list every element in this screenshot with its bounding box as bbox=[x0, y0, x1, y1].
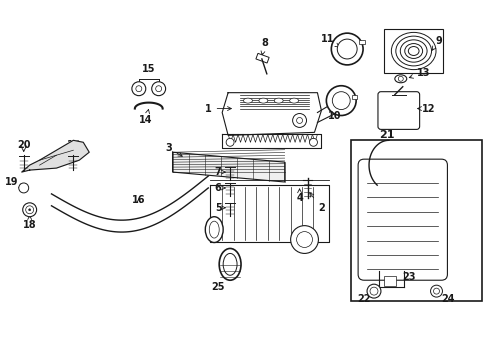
Bar bbox=[358, 40, 365, 44]
FancyBboxPatch shape bbox=[357, 159, 447, 280]
Polygon shape bbox=[210, 185, 328, 242]
Circle shape bbox=[29, 209, 31, 211]
Text: 13: 13 bbox=[408, 68, 429, 78]
Text: 2: 2 bbox=[309, 193, 324, 213]
Text: 9: 9 bbox=[431, 36, 441, 50]
Text: 25: 25 bbox=[211, 274, 227, 292]
Text: 7: 7 bbox=[214, 167, 225, 177]
Circle shape bbox=[366, 284, 380, 298]
Circle shape bbox=[296, 117, 302, 123]
Circle shape bbox=[398, 76, 403, 81]
Text: 6: 6 bbox=[214, 183, 225, 193]
Polygon shape bbox=[21, 140, 89, 172]
Ellipse shape bbox=[394, 75, 406, 83]
Text: 1: 1 bbox=[204, 104, 231, 113]
Circle shape bbox=[225, 138, 234, 146]
Circle shape bbox=[290, 226, 318, 253]
Polygon shape bbox=[172, 152, 284, 182]
Circle shape bbox=[309, 138, 317, 146]
Circle shape bbox=[292, 113, 306, 127]
Circle shape bbox=[132, 82, 145, 96]
Text: 21: 21 bbox=[378, 130, 394, 140]
Bar bbox=[383, 276, 395, 286]
Circle shape bbox=[296, 231, 312, 247]
Text: 14: 14 bbox=[139, 109, 152, 126]
Text: 15: 15 bbox=[142, 64, 155, 74]
Circle shape bbox=[429, 285, 442, 297]
Circle shape bbox=[19, 183, 29, 193]
Text: 19: 19 bbox=[5, 177, 23, 188]
Text: 22: 22 bbox=[357, 291, 373, 304]
Bar bbox=[255, 53, 268, 63]
Text: 10: 10 bbox=[327, 104, 340, 121]
Circle shape bbox=[332, 92, 349, 109]
Bar bbox=[351, 95, 356, 99]
FancyBboxPatch shape bbox=[377, 92, 419, 129]
Circle shape bbox=[369, 287, 377, 295]
Ellipse shape bbox=[289, 98, 298, 103]
Ellipse shape bbox=[258, 98, 267, 103]
Text: 20: 20 bbox=[17, 140, 30, 150]
Text: 3: 3 bbox=[165, 143, 182, 156]
Bar bbox=[383, 29, 443, 73]
Bar bbox=[350, 140, 481, 301]
Circle shape bbox=[151, 82, 165, 96]
Text: 16: 16 bbox=[132, 195, 145, 205]
Polygon shape bbox=[222, 93, 321, 135]
Circle shape bbox=[331, 33, 362, 65]
Text: 17: 17 bbox=[66, 140, 80, 150]
Circle shape bbox=[325, 86, 355, 116]
Ellipse shape bbox=[243, 98, 252, 103]
Circle shape bbox=[136, 86, 142, 92]
Circle shape bbox=[22, 203, 37, 217]
Text: 4: 4 bbox=[296, 189, 303, 203]
Text: 23: 23 bbox=[401, 272, 415, 282]
Circle shape bbox=[155, 86, 162, 92]
Text: 12: 12 bbox=[417, 104, 434, 113]
Ellipse shape bbox=[223, 253, 237, 275]
Text: 24: 24 bbox=[436, 291, 454, 304]
Circle shape bbox=[337, 39, 356, 59]
Ellipse shape bbox=[274, 98, 283, 103]
Ellipse shape bbox=[205, 217, 223, 243]
Text: 18: 18 bbox=[23, 216, 37, 230]
Text: 11: 11 bbox=[320, 34, 339, 47]
Circle shape bbox=[26, 206, 34, 214]
Ellipse shape bbox=[219, 248, 241, 280]
Circle shape bbox=[433, 288, 439, 294]
Text: 5: 5 bbox=[214, 203, 225, 213]
Text: 8: 8 bbox=[261, 38, 268, 55]
Ellipse shape bbox=[209, 221, 219, 238]
